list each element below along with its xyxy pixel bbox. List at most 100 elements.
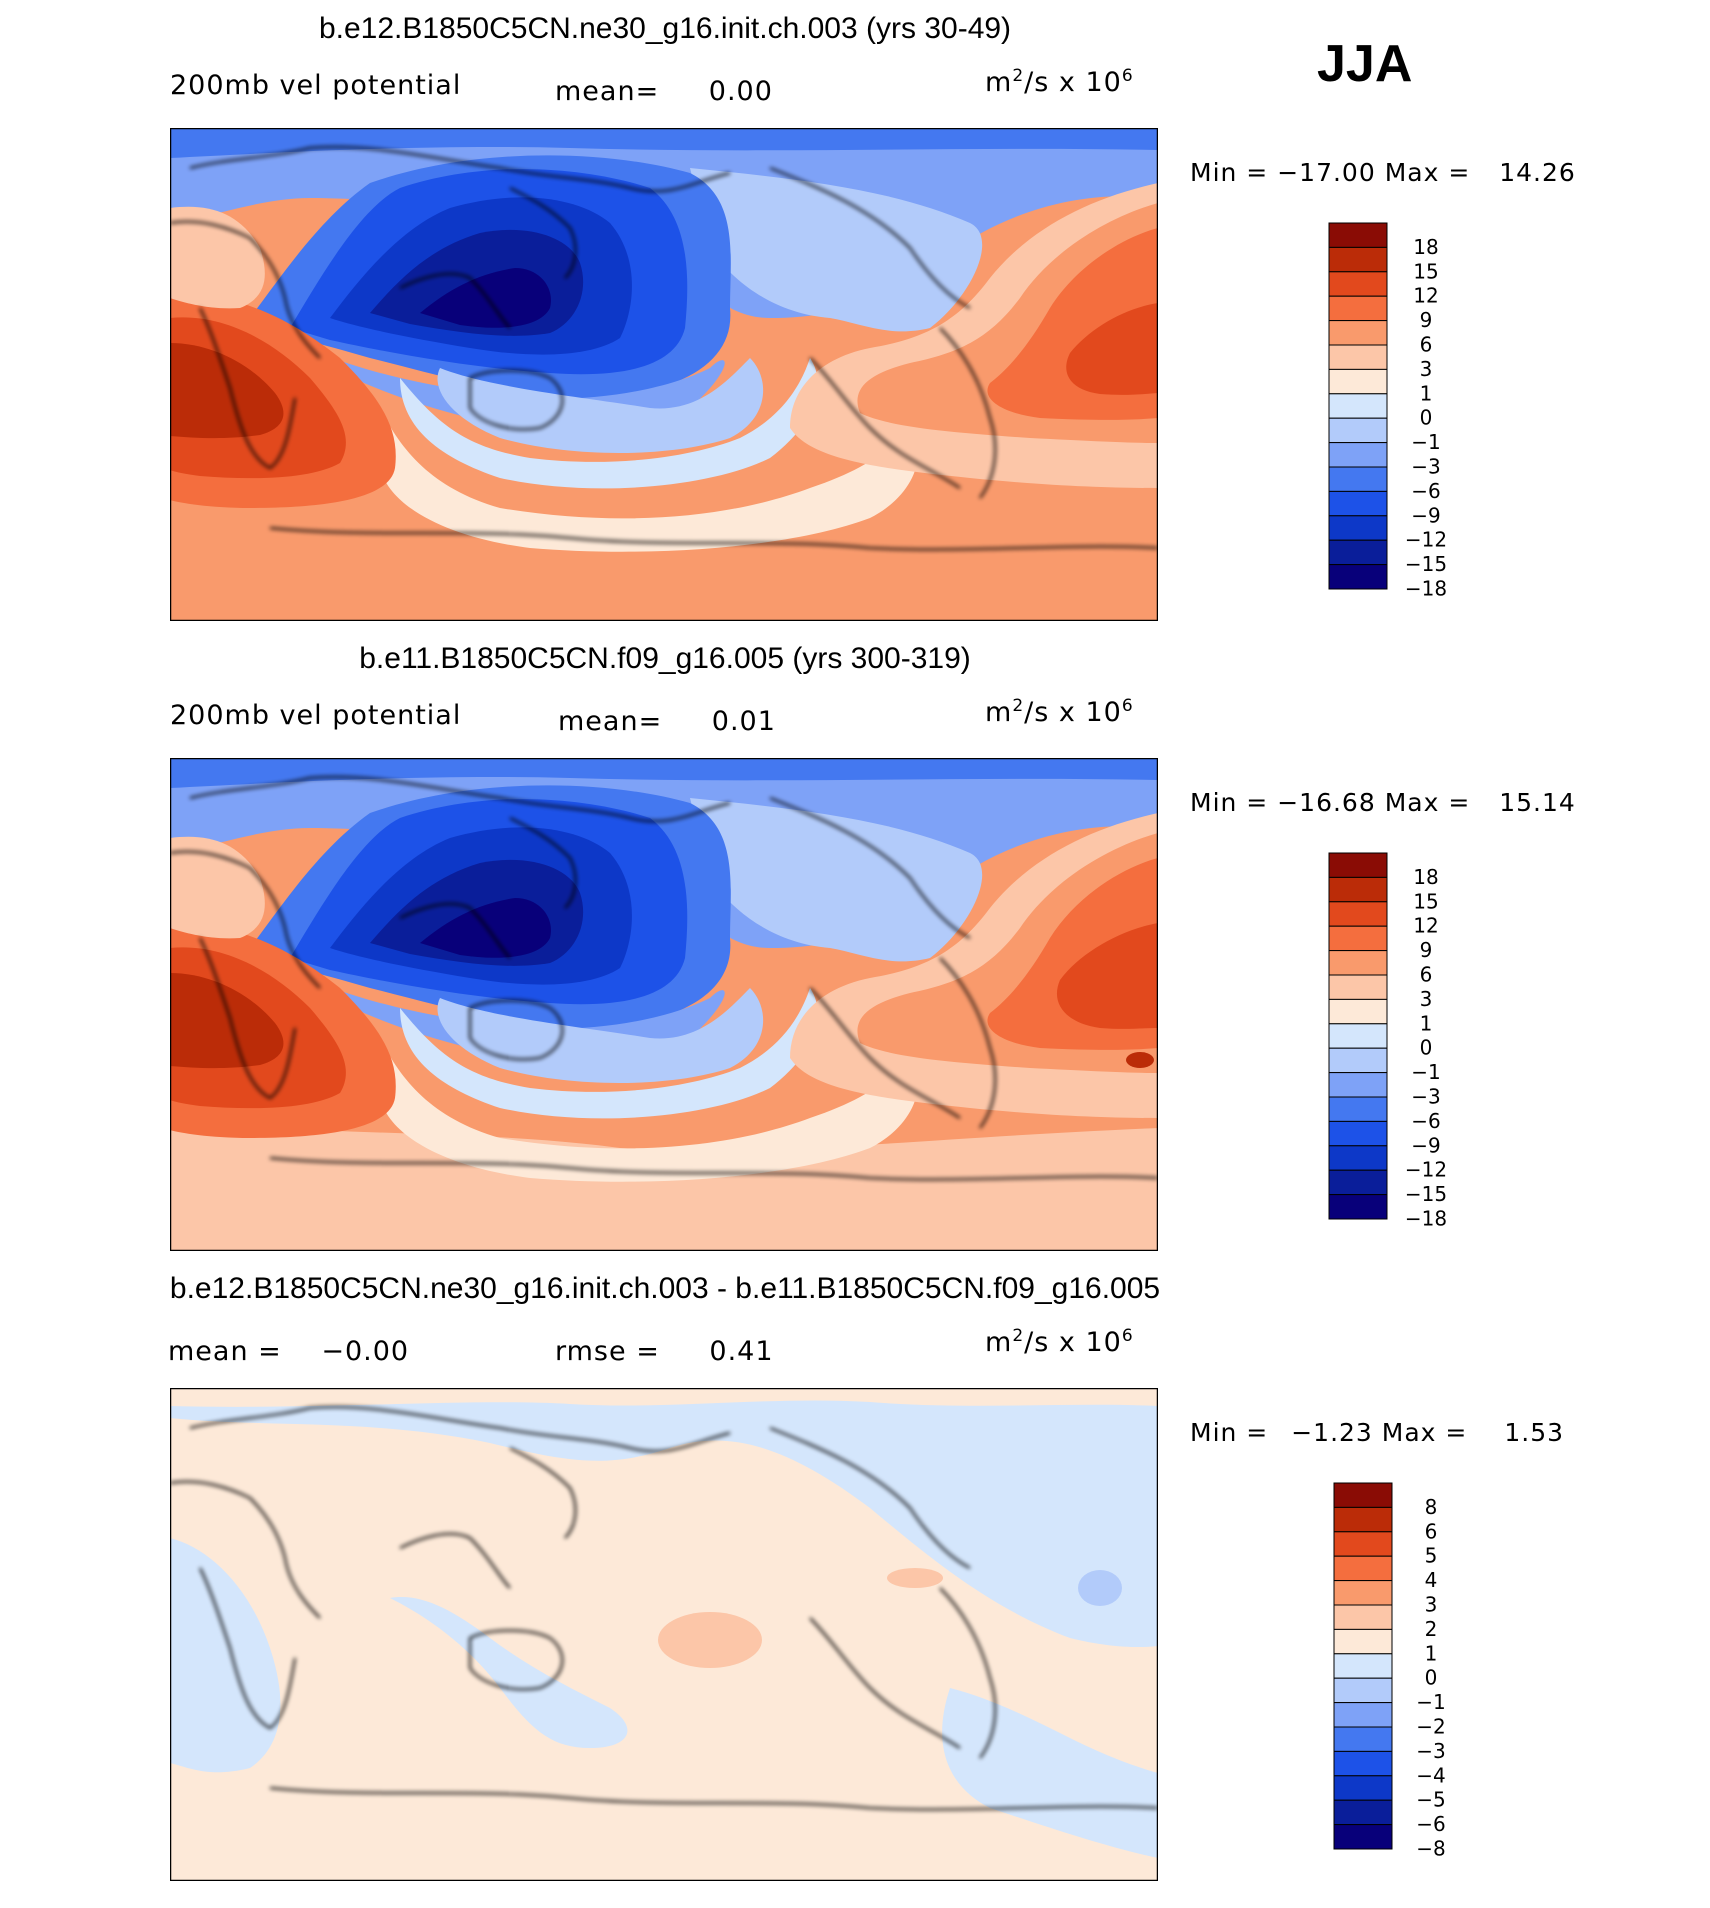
colorbar-box [1328, 1194, 1388, 1220]
colorbar-tick-label: 8 [1425, 1495, 1438, 1519]
field-central-pacific-max [658, 1612, 762, 1668]
colorbar-box [1328, 466, 1388, 492]
colorbar-box [1328, 320, 1388, 346]
panel-2-map [170, 758, 1158, 1251]
colorbar-tick-label: 4 [1425, 1568, 1438, 1592]
colorbar-box [1328, 1145, 1388, 1171]
colorbar-box [1328, 1096, 1388, 1122]
colorbar-tick-label: 18 [1413, 235, 1438, 259]
field-south-atlantic-negative [942, 1688, 1158, 1858]
panel-1-mean-value: 0.00 [708, 76, 773, 107]
colorbar-tick-label: 3 [1420, 987, 1433, 1011]
colorbar-tick-label: 9 [1420, 308, 1433, 332]
panel-3-map [170, 1388, 1158, 1881]
panel-2-minmax: Min = −16.68 Max = 15.14 [1190, 788, 1576, 817]
colorbar-box [1333, 1531, 1393, 1557]
panel-2-mean: mean= 0.01 [558, 706, 776, 737]
colorbar-box [1328, 1169, 1388, 1196]
colorbar-box [1333, 1775, 1393, 1801]
season-label: JJA [1317, 35, 1413, 93]
field-africa-high-3 [170, 343, 284, 439]
colorbar-tick-label: 1 [1425, 1641, 1438, 1665]
colorbar-box [1333, 1824, 1393, 1850]
colorbar-box [1333, 1653, 1393, 1679]
colorbar-box [1328, 295, 1388, 322]
colorbar-tick-label: 3 [1425, 1593, 1438, 1617]
panel-2-mean-value: 0.01 [711, 706, 776, 737]
colorbar-box [1333, 1506, 1393, 1533]
colorbar-tick-label: 6 [1425, 1519, 1438, 1543]
field-arctic-cap [170, 128, 1158, 158]
colorbar-tick-label: 3 [1420, 357, 1433, 381]
field-north-atlantic-min [1078, 1570, 1122, 1606]
coastlines [170, 776, 1158, 1181]
colorbar-box [1328, 564, 1388, 590]
colorbar-tick-label: 12 [1413, 914, 1438, 938]
panel-3-mean-value: −0.00 [321, 1336, 410, 1367]
panel-1-mean: mean= 0.00 [555, 76, 773, 107]
panel-1-title: b.e12.B1850C5CN.ne30_g16.init.ch.003 (yr… [318, 12, 1012, 45]
field-europe-positive [170, 836, 265, 939]
panel-3-mean-label: mean = [168, 1336, 282, 1367]
panel-2-frame [170, 758, 1158, 1251]
colorbar-box [1333, 1750, 1393, 1777]
panel-2-variable-label: 200mb vel potential [170, 700, 462, 731]
colorbar-tick-label: 12 [1413, 284, 1438, 308]
panel-2-title: b.e11.B1850C5CN.f09_g16.005 (yrs 300-319… [359, 642, 971, 675]
colorbar-box [1328, 222, 1388, 248]
field-zero-contour [400, 988, 818, 1119]
field-europe-positive [170, 206, 265, 309]
colorbar-box [1328, 1047, 1388, 1074]
colorbar-tick-label: 0 [1420, 1036, 1433, 1060]
panel-2-units: m2/s x 106 [985, 696, 1134, 728]
colorbar-tick-label: 2 [1425, 1617, 1438, 1641]
panel-3-rmse-label: rmse = [555, 1336, 660, 1367]
colorbar-tick-label: −8 [1416, 1837, 1445, 1861]
panel-1-units: m2/s x 106 [985, 66, 1134, 98]
panel-3-mean: mean = −0.00 [168, 1336, 409, 1367]
colorbar-tick-label: −6 [1411, 479, 1440, 503]
colorbar-box [1333, 1799, 1393, 1826]
panel-1-mean-label: mean= [555, 76, 660, 107]
colorbar-box [1328, 490, 1388, 517]
colorbar-box [1328, 1120, 1388, 1147]
panel-1-variable-label: 200mb vel potential [170, 70, 462, 101]
panel-3-rmse-value: 0.41 [709, 1336, 774, 1367]
field-africa-negative [170, 1538, 281, 1773]
colorbar-tick-label: −1 [1411, 1060, 1440, 1084]
colorbar-tick-label: −5 [1416, 1788, 1445, 1812]
field-north-negative [170, 1388, 1158, 1648]
field-na-negative [690, 168, 983, 332]
field-africa-high-3 [170, 973, 284, 1069]
colorbar-box [1328, 901, 1388, 927]
colorbar-tick-label: −9 [1411, 503, 1440, 527]
colorbar-tick-label: −18 [1405, 1207, 1447, 1231]
colorbar-tick-label: 5 [1425, 1544, 1438, 1568]
colorbar-tick-label: 0 [1420, 406, 1433, 430]
colorbar-tick-label: 6 [1420, 333, 1433, 357]
colorbar-box [1333, 1604, 1393, 1630]
colorbar-tick-label: −12 [1405, 1158, 1447, 1182]
colorbar-box [1328, 442, 1388, 468]
panel-3-minmax: Min = −1.23 Max = 1.53 [1190, 1418, 1565, 1447]
field-zero-contour [400, 358, 818, 489]
panel-3-rmse: rmse = 0.41 [555, 1336, 774, 1367]
field-arctic-positive [170, 1388, 1158, 1407]
colorbar-box [1328, 852, 1388, 878]
colorbar-tick-label: −15 [1405, 1182, 1447, 1206]
coastlines [170, 1406, 1158, 1811]
colorbar-tick-label: −12 [1405, 528, 1447, 552]
colorbar-tick-label: 15 [1413, 889, 1438, 913]
colorbar-box [1333, 1677, 1393, 1704]
colorbar-box [1328, 368, 1388, 395]
colorbar-box [1328, 950, 1388, 976]
field-caribbean-max [887, 1568, 943, 1588]
colorbar-box [1333, 1555, 1393, 1582]
field-south-band [170, 498, 1158, 621]
colorbar-box [1328, 393, 1388, 419]
panel-1-minmax: Min = −17.00 Max = 14.26 [1190, 158, 1576, 187]
colorbar-box [1328, 246, 1388, 273]
field-southern-pacific-positive [380, 1038, 918, 1182]
